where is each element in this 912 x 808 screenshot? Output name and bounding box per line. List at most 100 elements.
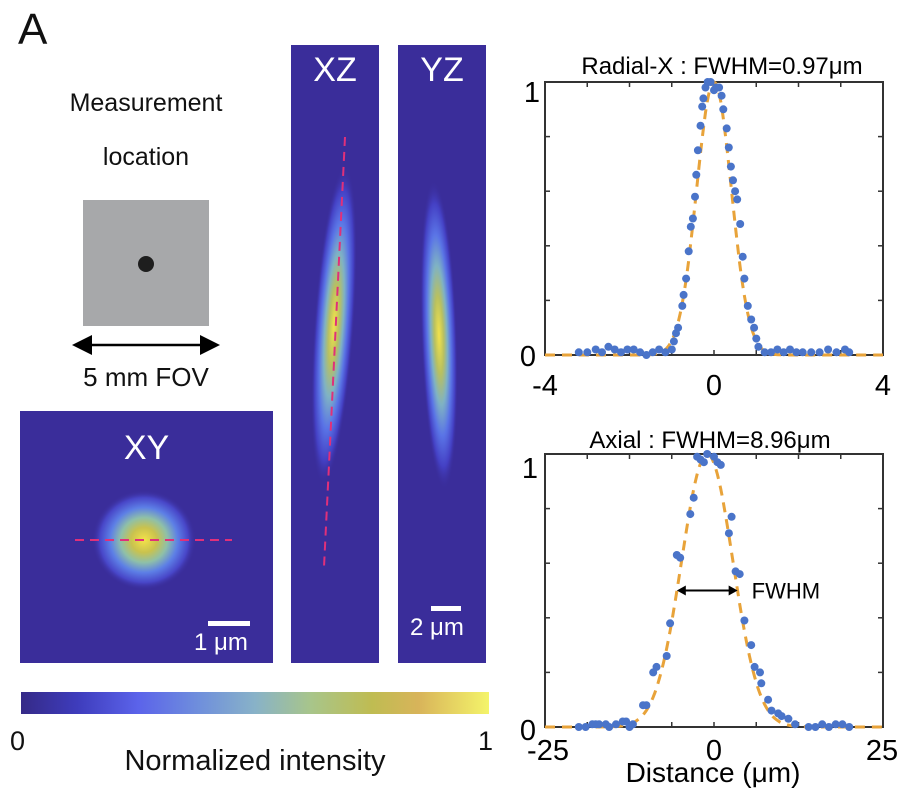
data-point xyxy=(605,723,614,731)
data-point xyxy=(676,553,685,562)
data-point xyxy=(845,723,854,731)
data-point xyxy=(767,348,775,357)
data-point xyxy=(716,460,725,469)
data-point xyxy=(719,105,728,114)
data-point xyxy=(777,712,786,721)
xz-title: XZ xyxy=(313,51,357,89)
x-tick-label: 25 xyxy=(866,735,898,767)
data-point xyxy=(628,720,637,729)
data-point xyxy=(764,695,773,704)
data-point xyxy=(642,701,651,710)
yz-scale-label: 2 μm xyxy=(410,614,464,641)
data-point xyxy=(831,720,840,729)
measurement-point-marker xyxy=(138,256,154,272)
data-point xyxy=(583,348,592,357)
data-point xyxy=(598,348,606,357)
data-point xyxy=(693,146,702,155)
data-point xyxy=(699,94,708,103)
data-point xyxy=(648,348,657,357)
y-tick-label: 0 xyxy=(520,341,536,373)
data-point xyxy=(740,274,749,283)
axial-profile-chart: Axial : FWHM=8.96μm -25 0 25 0 1 Distanc… xyxy=(520,427,898,788)
xz-profile-line xyxy=(323,136,346,568)
data-point xyxy=(682,274,691,283)
data-point xyxy=(754,342,763,351)
data-point xyxy=(811,723,820,731)
data-point xyxy=(717,91,726,100)
data-point xyxy=(674,323,683,332)
x-tick-label: 0 xyxy=(706,735,722,767)
axes-frame xyxy=(544,81,884,356)
xy-title: XY xyxy=(123,429,170,467)
x-tick-label: -25 xyxy=(527,735,569,767)
data-point xyxy=(698,102,707,111)
y-tick-label: 0 xyxy=(520,715,536,747)
data-point xyxy=(722,124,731,133)
gaussian-fit-line xyxy=(545,80,883,357)
data-point xyxy=(757,679,766,688)
data-point xyxy=(747,315,756,324)
data-point xyxy=(743,301,752,310)
data-point xyxy=(691,192,699,201)
yz-scale-bar xyxy=(431,606,461,611)
data-point xyxy=(679,290,688,299)
data-point xyxy=(733,195,742,204)
data-point xyxy=(752,334,761,343)
colorbar-label: Normalized intensity xyxy=(124,745,386,777)
data-point xyxy=(760,348,769,357)
data-point xyxy=(756,668,764,677)
x-tick-label: -4 xyxy=(532,370,558,402)
data-point xyxy=(773,345,782,354)
data-point xyxy=(699,458,708,467)
data-point xyxy=(696,121,705,130)
data-point xyxy=(740,616,749,625)
data-point xyxy=(667,345,676,354)
data-point xyxy=(642,351,651,359)
data-point xyxy=(738,252,747,261)
data-point xyxy=(736,220,745,228)
data-point xyxy=(686,510,695,519)
x-axis-label: Distance (μm) xyxy=(626,757,801,788)
fwhm-annotation-label: FWHM xyxy=(752,579,820,604)
fov-label: 5 mm FOV xyxy=(83,362,209,392)
data-point xyxy=(824,723,833,731)
data-point xyxy=(617,348,625,357)
data-point xyxy=(727,512,736,521)
fov-double-arrow-icon xyxy=(72,335,220,355)
data-point xyxy=(604,342,613,351)
xz-psf-image: XZ xyxy=(291,45,379,663)
data-point xyxy=(715,83,724,92)
data-point xyxy=(832,348,841,357)
data-point xyxy=(669,337,678,346)
data-point xyxy=(818,720,827,729)
data-point xyxy=(652,662,661,671)
data-point xyxy=(729,176,737,185)
data-point xyxy=(636,348,645,357)
data-point xyxy=(824,345,833,354)
data-point xyxy=(779,348,788,357)
data-point xyxy=(731,187,740,196)
data-point xyxy=(791,720,800,729)
data-point xyxy=(815,348,824,357)
yz-title: YZ xyxy=(420,51,464,89)
data-point xyxy=(692,170,701,179)
data-point xyxy=(845,348,854,357)
data-point xyxy=(689,493,698,502)
xy-scale-bar xyxy=(208,621,250,626)
data-point xyxy=(623,345,632,354)
data-point xyxy=(661,348,670,357)
data-point xyxy=(629,345,638,354)
x-tick-label: 0 xyxy=(706,370,722,402)
y-tick-label: 1 xyxy=(522,453,538,485)
data-point xyxy=(655,345,664,354)
panel-letter: A xyxy=(18,5,48,54)
data-point xyxy=(612,720,620,729)
chart-title: Radial-X : FWHM=0.97μm xyxy=(581,53,862,80)
data-point xyxy=(706,78,715,86)
data-point xyxy=(798,348,807,357)
data-point xyxy=(610,345,619,354)
fwhm-arrow-head-right xyxy=(728,585,738,596)
data-point xyxy=(747,641,756,650)
data-point xyxy=(678,301,687,310)
location-title-line1: Measurement xyxy=(69,89,223,117)
